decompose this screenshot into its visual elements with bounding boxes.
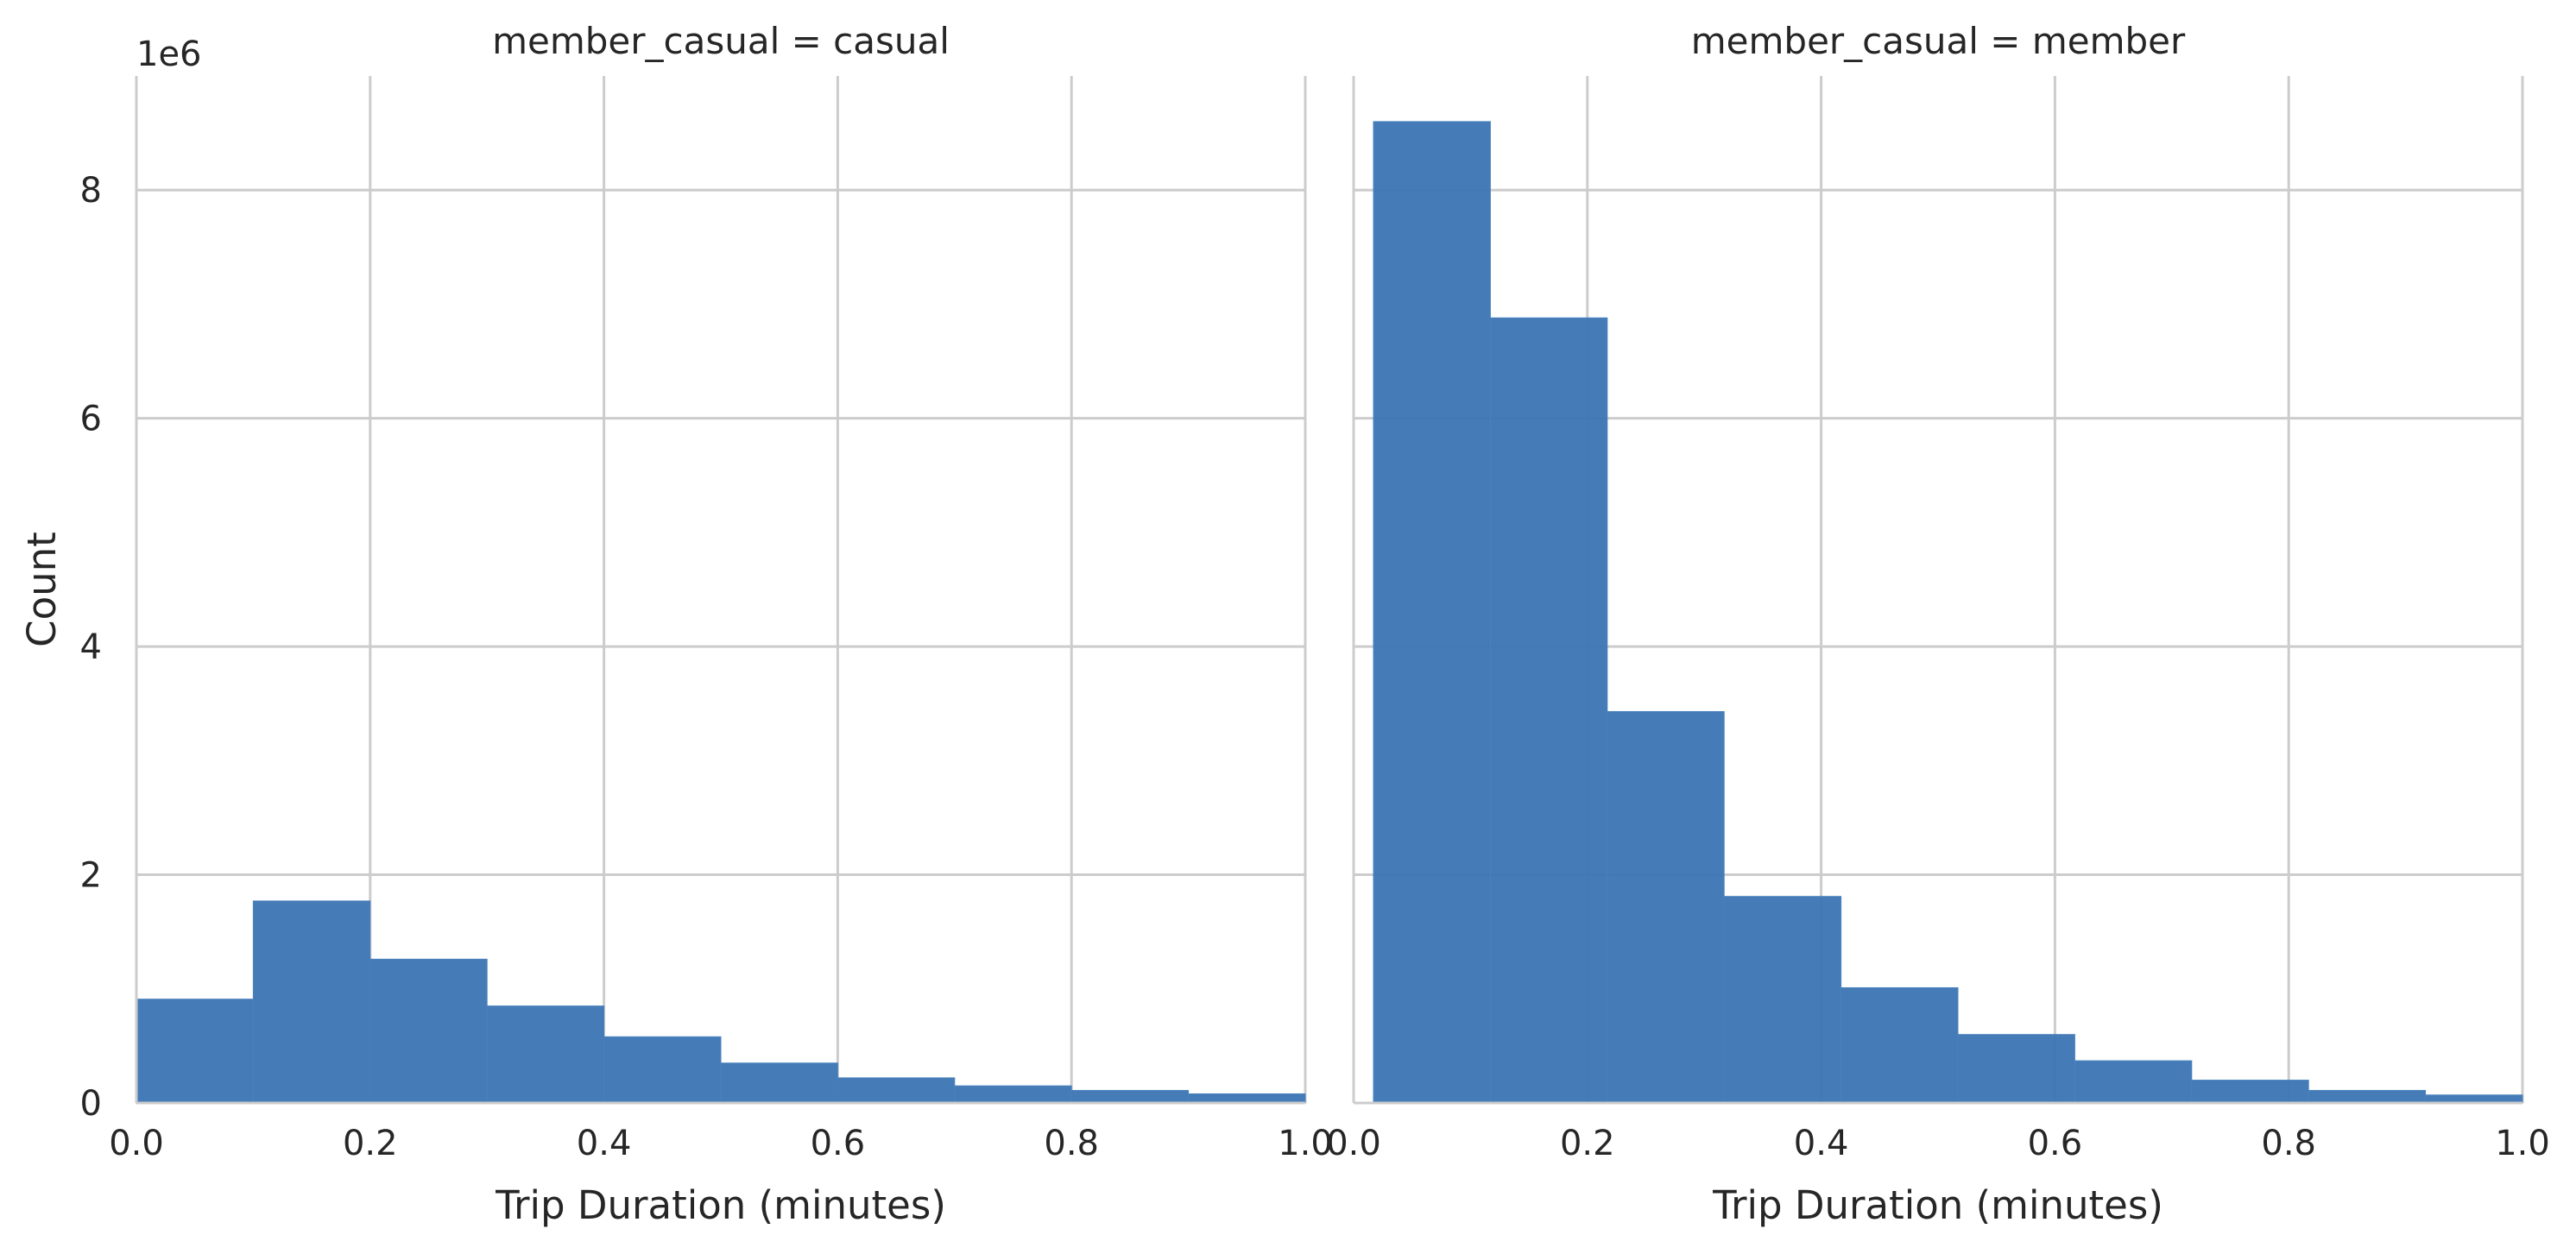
histogram-bar [1070,1089,1190,1104]
x-axis-label: Trip Duration (minutes) [1712,1182,2163,1228]
x-tick-label: 0.6 [811,1124,866,1163]
x-tick-label: 0.4 [1794,1124,1849,1163]
histogram-bar [1607,710,1725,1104]
y-tick-label: 0 [80,1084,102,1124]
histogram-bar [369,958,488,1104]
histogram-bar [954,1085,1072,1104]
x-tick-label: 1.0 [2495,1124,2550,1163]
y-tick-label: 4 [80,627,102,667]
histogram-bar [252,900,371,1104]
x-tick-label: 0.4 [577,1124,632,1163]
x-tick-label: 0.8 [2261,1124,2316,1163]
histogram-bar [2074,1060,2193,1104]
histogram-bar [486,1005,605,1104]
x-tick-label: 0.6 [2028,1124,2083,1163]
panel-title: member_casual = member [1691,20,2186,62]
x-axis-label: Trip Duration (minutes) [495,1182,946,1228]
histogram-bar [1957,1034,2075,1104]
x-tick-label: 0.0 [109,1124,164,1163]
panel-member: member_casual = member 0.0 0.2 0.4 0.6 0.8 1.0… [1326,20,2550,1228]
histogram-bar [2191,1080,2309,1104]
panel-casual: member_casual = casual 0.0 0.2 0.4 0.6 0.8 1.0… [19,20,1333,1228]
histogram-bar [1723,896,1842,1104]
histogram-bar [1188,1093,1306,1104]
histogram-bar [1489,317,1608,1104]
x-tick-label: 0.8 [1044,1124,1099,1163]
histogram-bar [837,1077,956,1104]
x-tick-label: 0.2 [343,1124,398,1163]
x-tick-label: 1.0 [1278,1124,1333,1163]
panel-title: member_casual = casual [492,20,950,62]
y-axis-offset-label: 1e6 [136,35,202,74]
y-tick-label: 2 [80,856,102,896]
x-tick-label: 0.2 [1560,1124,1615,1163]
x-tick-label: 0.0 [1326,1124,1381,1163]
y-tick-label: 8 [80,171,102,211]
y-axis-label: Count [19,532,65,647]
histogram-bar [136,999,254,1104]
histogram-bar [720,1062,838,1104]
histogram-bar [1373,121,1491,1104]
histogram-bar [1840,986,1959,1104]
histogram-bar [603,1036,722,1104]
histogram-bar [2308,1089,2427,1104]
y-tick-label: 6 [80,400,102,439]
